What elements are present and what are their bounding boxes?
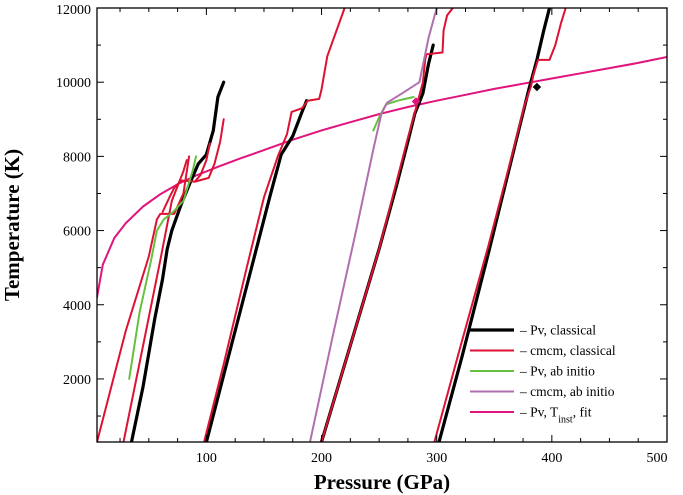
series-line-pv-classical [204, 99, 309, 442]
x-tick-label: 100 [196, 451, 217, 466]
ticks-layer [97, 7, 668, 442]
legend-label-cmcm-ab-initio: – cmcm, ab initio [519, 384, 615, 399]
marker-pv-tinst-fit [411, 97, 421, 106]
y-tick-label: 4000 [63, 299, 91, 314]
x-tick-label: 200 [311, 451, 332, 466]
series-line-cmcm-classical [203, 8, 346, 442]
legend-label-pv-classical: – Pv, classical [519, 323, 596, 338]
legend-label-pv-tinst-fit: – Pv, Tinst, fit [519, 405, 592, 426]
tick-labels: 100 200 300 400 500 2000 4000 6000 8000 10000 1200… [56, 3, 668, 466]
marker-pv-classical [532, 82, 542, 92]
y-tick-label: 12000 [56, 3, 91, 18]
series-line-pv-classical [129, 80, 226, 442]
y-tick-label: 10000 [56, 76, 91, 91]
series-line-cmcm-ab-initio [309, 8, 438, 442]
x-tick-label: 300 [426, 451, 447, 466]
x-axis-title: Pressure (GPa) [314, 470, 450, 494]
y-tick-label: 2000 [63, 373, 91, 388]
y-tick-label: 6000 [63, 225, 91, 240]
x-tick-label: 400 [541, 451, 562, 466]
series-layer [97, 8, 667, 442]
series-line-cmcm-classical [97, 155, 191, 442]
series-line-cmcm-classical [122, 159, 188, 442]
y-tick-label: 8000 [63, 150, 91, 165]
plot-frame [96, 7, 668, 443]
series-line-pv-tinst-fit [97, 56, 667, 299]
legend-label-cmcm-classical: – cmcm, classical [519, 343, 616, 358]
legend-label-pv-ab-initio: – Pv, ab initio [519, 364, 595, 379]
y-axis-title: Temperature (K) [0, 149, 24, 301]
series-line-cmcm-classical [193, 118, 225, 183]
legend: – Pv, classical – cmcm, classical – Pv, ab… [470, 323, 616, 426]
series-line-cmcm-classical [161, 142, 211, 213]
series-line-cmcm-classical [433, 8, 567, 442]
series-line-cmcm-classical [320, 8, 454, 442]
series-line-pv-ab-initio [128, 155, 197, 380]
x-tick-label: 500 [647, 451, 668, 466]
